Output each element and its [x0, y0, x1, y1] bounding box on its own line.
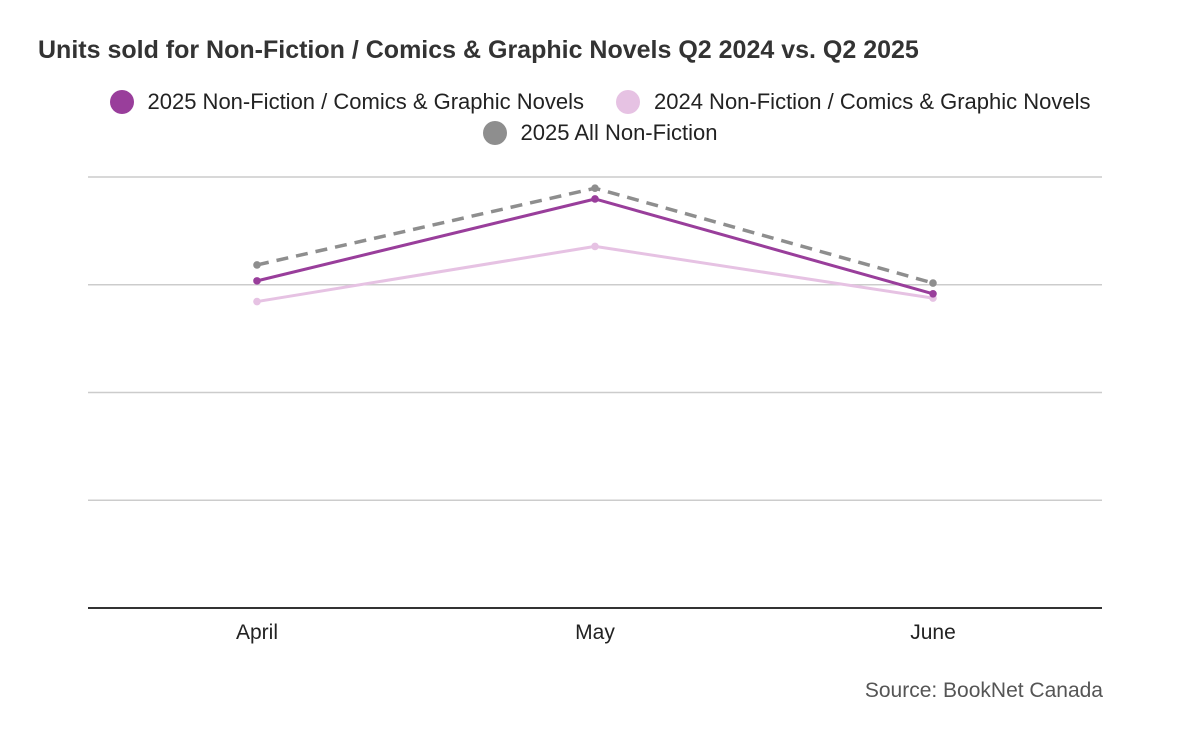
data-point [929, 279, 937, 287]
data-point [591, 195, 599, 203]
legend: 2025 Non-Fiction / Comics & Graphic Nove… [0, 86, 1200, 148]
legend-row-2: 2025 All Non-Fiction [0, 117, 1200, 148]
data-point [591, 242, 599, 251]
chart-title: Units sold for Non-Fiction / Comics & Gr… [38, 36, 919, 64]
series-line [256, 244, 934, 304]
legend-row-1: 2025 Non-Fiction / Comics & Graphic Nove… [0, 86, 1200, 117]
source-note: Source: BookNet Canada [864, 679, 1103, 702]
legend-item-2025-comics[interactable]: 2025 Non-Fiction / Comics & Graphic Nove… [109, 88, 585, 115]
data-point [253, 297, 261, 306]
legend-item-2025-all-nonfiction[interactable]: 2025 All Non-Fiction [482, 119, 718, 146]
legend-marker-icon [616, 89, 640, 114]
data-point [929, 290, 937, 298]
legend-marker-icon [482, 120, 507, 145]
data-point [591, 184, 599, 193]
x-tick-label: May [575, 621, 615, 644]
x-tick-label: April [236, 621, 278, 644]
legend-item-2024-comics[interactable]: 2024 Non-Fiction / Comics & Graphic Nove… [616, 89, 1091, 115]
x-tick-label: June [910, 621, 956, 644]
legend-marker-icon [109, 89, 134, 114]
legend-label: 2025 All Non-Fiction [520, 119, 718, 145]
legend-label: 2025 Non-Fiction / Comics & Graphic Nove… [147, 88, 585, 114]
legend-label: 2024 Non-Fiction / Comics & Graphic Nove… [654, 88, 1091, 114]
data-point [253, 261, 261, 269]
data-point [253, 277, 261, 285]
